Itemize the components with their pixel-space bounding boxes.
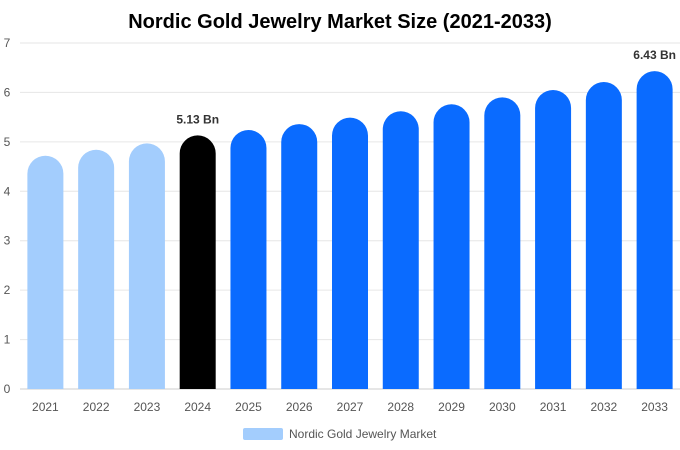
x-tick-label: 2031 (540, 400, 567, 414)
bar-2024[interactable] (179, 135, 216, 389)
x-axis: 2021 2022 2023 2024 2025 2026 2027 2028 2029 2030… (32, 400, 668, 414)
y-tick-label: 6 (4, 85, 11, 99)
y-tick-label: 7 (4, 36, 11, 50)
bar-2021[interactable] (27, 155, 64, 389)
y-tick-label: 0 (4, 382, 11, 396)
x-tick-label: 2028 (387, 400, 414, 414)
x-tick-label: 2033 (641, 400, 668, 414)
x-tick-label: 2027 (337, 400, 364, 414)
x-tick-label: 2022 (83, 400, 110, 414)
bar-2029[interactable] (433, 104, 470, 389)
x-tick-label: 2030 (489, 400, 516, 414)
y-tick-label: 5 (4, 135, 11, 149)
bar-2028[interactable] (382, 111, 419, 389)
x-tick-label: 2025 (235, 400, 262, 414)
bar-2027[interactable] (332, 117, 368, 389)
x-tick-label: 2032 (590, 400, 617, 414)
bar-2033[interactable] (636, 71, 673, 389)
bar-2032[interactable] (585, 82, 622, 389)
bar-2025[interactable] (230, 129, 267, 389)
bar-2026[interactable] (281, 124, 318, 389)
bar-2031[interactable] (535, 89, 572, 389)
legend-swatch[interactable] (243, 428, 283, 440)
bar-2030[interactable] (484, 97, 521, 389)
bar-2022[interactable] (78, 149, 115, 389)
x-tick-label: 2029 (438, 400, 465, 414)
y-tick-label: 2 (4, 283, 11, 297)
y-axis: 0 1 2 3 4 5 6 7 (4, 36, 11, 396)
data-label-2033: 6.43 Bn (633, 48, 676, 62)
x-tick-label: 2021 (32, 400, 59, 414)
x-tick-label: 2023 (134, 400, 161, 414)
y-tick-label: 3 (4, 234, 11, 248)
chart-title: Nordic Gold Jewelry Market Size (2021-20… (128, 11, 552, 33)
x-tick-label: 2026 (286, 400, 313, 414)
bar-2023[interactable] (128, 143, 165, 389)
data-label-2024: 5.13 Bn (176, 112, 219, 126)
legend-label[interactable]: Nordic Gold Jewelry Market (289, 427, 437, 441)
y-tick-label: 4 (4, 184, 11, 198)
bars (27, 71, 673, 389)
legend[interactable]: Nordic Gold Jewelry Market (243, 427, 437, 441)
x-tick-label: 2024 (184, 400, 211, 414)
y-tick-label: 1 (4, 333, 11, 347)
data-labels: 5.13 Bn 6.43 Bn (176, 48, 676, 126)
